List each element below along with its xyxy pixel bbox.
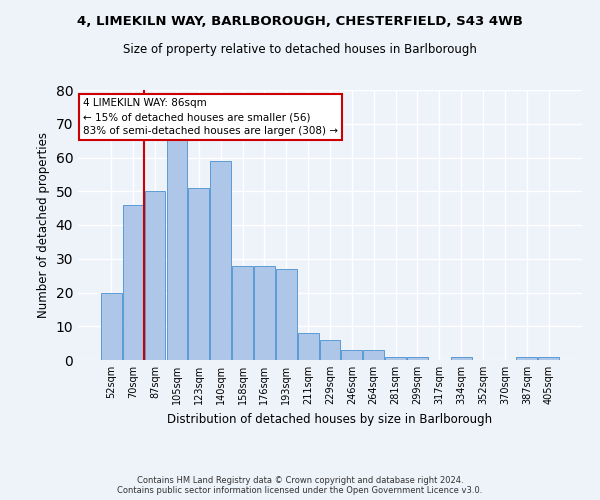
- Bar: [320, 340, 340, 360]
- X-axis label: Distribution of detached houses by size in Barlborough: Distribution of detached houses by size …: [167, 412, 493, 426]
- Text: 4 LIMEKILN WAY: 86sqm
← 15% of detached houses are smaller (56)
83% of semi-deta: 4 LIMEKILN WAY: 86sqm ← 15% of detached …: [83, 98, 338, 136]
- Bar: [145, 191, 166, 360]
- Bar: [538, 356, 559, 360]
- Y-axis label: Number of detached properties: Number of detached properties: [37, 132, 50, 318]
- Text: Contains HM Land Registry data © Crown copyright and database right 2024.
Contai: Contains HM Land Registry data © Crown c…: [118, 476, 482, 495]
- Bar: [364, 350, 384, 360]
- Bar: [210, 161, 231, 360]
- Bar: [407, 356, 428, 360]
- Bar: [298, 333, 319, 360]
- Bar: [101, 292, 122, 360]
- Bar: [276, 269, 296, 360]
- Bar: [254, 266, 275, 360]
- Text: 4, LIMEKILN WAY, BARLBOROUGH, CHESTERFIELD, S43 4WB: 4, LIMEKILN WAY, BARLBOROUGH, CHESTERFIE…: [77, 15, 523, 28]
- Bar: [451, 356, 472, 360]
- Bar: [123, 205, 143, 360]
- Bar: [188, 188, 209, 360]
- Bar: [517, 356, 537, 360]
- Bar: [167, 137, 187, 360]
- Text: Size of property relative to detached houses in Barlborough: Size of property relative to detached ho…: [123, 42, 477, 56]
- Bar: [385, 356, 406, 360]
- Bar: [232, 266, 253, 360]
- Bar: [341, 350, 362, 360]
